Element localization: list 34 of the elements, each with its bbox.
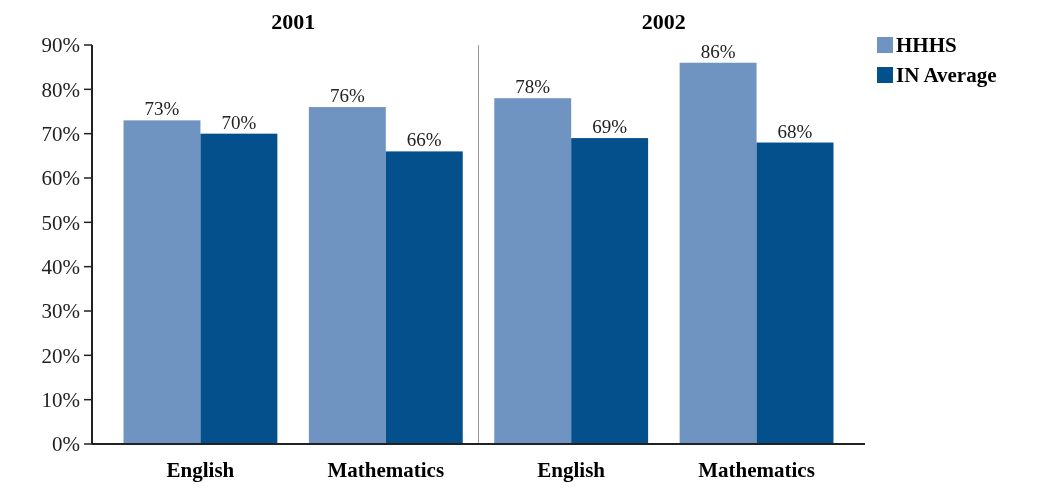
x-tick-label: Mathematics (327, 458, 445, 482)
y-tick-label: 40% (41, 255, 80, 280)
y-tick-label: 80% (41, 77, 80, 102)
data-label: 73% (144, 98, 180, 120)
bar (385, 151, 463, 444)
bar (308, 107, 386, 444)
data-label: 76% (329, 85, 365, 107)
data-label: 70% (221, 111, 257, 133)
x-tick-label: English (166, 458, 235, 482)
data-label: 66% (406, 129, 442, 151)
bar (679, 62, 757, 444)
x-tick-label: Mathematics (698, 458, 815, 482)
bar (123, 120, 201, 444)
y-tick-label: 30% (41, 299, 80, 324)
y-tick-label: 10% (41, 388, 80, 413)
y-tick-label: 50% (41, 210, 80, 235)
legend-label: IN Average (896, 63, 997, 88)
data-label: 86% (700, 40, 736, 62)
data-label: 69% (592, 116, 628, 138)
y-tick-label: 90% (41, 33, 80, 58)
y-tick-label: 20% (41, 343, 80, 368)
bar (571, 138, 649, 444)
bar (756, 142, 834, 444)
x-tick-label: English (537, 458, 606, 482)
y-tick-label: 0% (52, 432, 80, 457)
data-label: 68% (777, 120, 813, 142)
data-label: 78% (515, 76, 551, 98)
legend-label: HHHS (896, 33, 957, 58)
bar (200, 133, 278, 444)
text: 2002 (641, 9, 686, 34)
y-tick-label: 70% (41, 122, 80, 147)
y-tick-label: 60% (41, 166, 80, 191)
text: 2001 (271, 9, 316, 34)
bar (494, 98, 572, 444)
